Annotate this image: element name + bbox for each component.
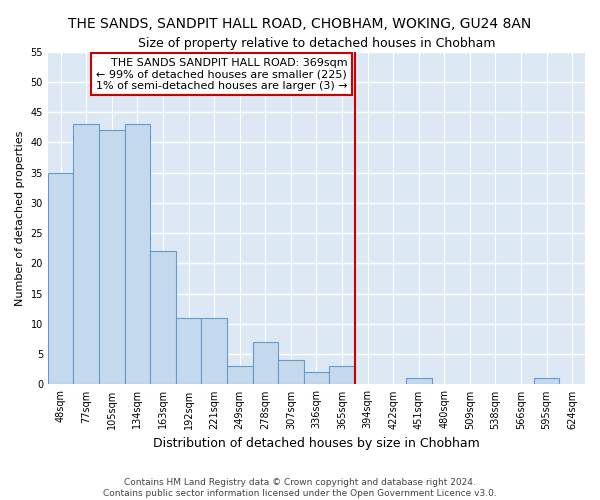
Bar [73, 124, 99, 384]
Title: Size of property relative to detached houses in Chobham: Size of property relative to detached ho… [138, 38, 495, 51]
Bar [253, 342, 278, 384]
Bar [150, 252, 176, 384]
X-axis label: Distribution of detached houses by size in Chobham: Distribution of detached houses by size … [153, 437, 480, 450]
Bar [227, 366, 253, 384]
Y-axis label: Number of detached properties: Number of detached properties [15, 130, 25, 306]
Bar [202, 318, 227, 384]
Bar [534, 378, 559, 384]
Bar [406, 378, 431, 384]
Text: THE SANDS, SANDPIT HALL ROAD, CHOBHAM, WOKING, GU24 8AN: THE SANDS, SANDPIT HALL ROAD, CHOBHAM, W… [68, 18, 532, 32]
Bar [125, 124, 150, 384]
Bar [278, 360, 304, 384]
Bar [99, 130, 125, 384]
Text: THE SANDS SANDPIT HALL ROAD: 369sqm
← 99% of detached houses are smaller (225)
1: THE SANDS SANDPIT HALL ROAD: 369sqm ← 99… [95, 58, 347, 91]
Bar [176, 318, 202, 384]
Bar [304, 372, 329, 384]
Bar [329, 366, 355, 384]
Text: Contains HM Land Registry data © Crown copyright and database right 2024.
Contai: Contains HM Land Registry data © Crown c… [103, 478, 497, 498]
Bar [48, 172, 73, 384]
